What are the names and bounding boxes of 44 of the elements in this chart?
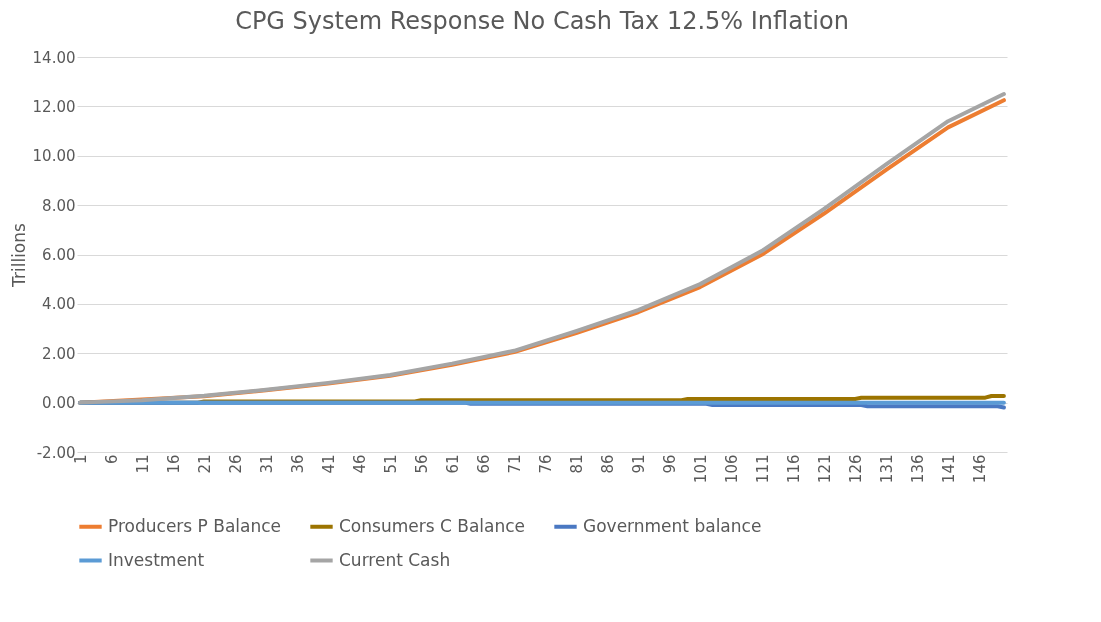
x-tick-label: 26	[226, 454, 245, 474]
x-tick-label: 51	[381, 454, 400, 474]
x-tick-label: 141	[939, 454, 958, 484]
x-tick-label: 101	[691, 454, 710, 484]
chart-title: CPG System Response No Cash Tax 12.5% Inflation	[235, 7, 849, 35]
x-tick-label: 116	[784, 454, 803, 484]
x-tick-label: 91	[629, 454, 648, 474]
y-tick-label: 12.00	[32, 97, 76, 116]
x-tick-label: 131	[877, 454, 896, 484]
x-tick-label: 106	[722, 454, 741, 484]
legend-label: Producers P Balance	[108, 515, 282, 536]
legend-label: Government balance	[583, 515, 762, 536]
y-tick-label: 0.00	[42, 394, 76, 413]
x-tick-label: 61	[443, 454, 462, 474]
legend-label: Current Cash	[339, 549, 451, 570]
x-tick-label: 6	[102, 454, 121, 465]
y-tick-label: 8.00	[42, 196, 76, 215]
x-tick-label: 21	[195, 454, 214, 474]
x-tick-label: 31	[257, 454, 276, 474]
legend-label: Investment	[108, 549, 205, 570]
x-tick-label: 111	[753, 454, 772, 484]
x-tick-label: 71	[505, 454, 524, 474]
x-tick-label: 46	[350, 454, 369, 474]
x-tick-label: 81	[567, 454, 586, 474]
x-tick-label: 36	[288, 454, 307, 474]
y-tick-label: 6.00	[42, 246, 76, 264]
x-tick-label: 96	[660, 454, 679, 474]
x-tick-label: 76	[536, 454, 555, 474]
x-tick-label: 146	[970, 454, 989, 484]
legend-label: Consumers C Balance	[339, 515, 526, 536]
x-tick-label: 126	[846, 454, 865, 484]
x-tick-label: 56	[412, 454, 431, 474]
x-tick-label: 121	[815, 454, 834, 484]
y-tick-label: 4.00	[42, 295, 76, 314]
x-tick-label: 86	[598, 454, 617, 474]
y-tick-label: 2.00	[42, 344, 76, 363]
x-tick-label: 136	[908, 454, 927, 484]
x-tick-label: 16	[164, 454, 183, 474]
y-tick-label: 10.00	[32, 147, 76, 166]
x-tick-label: 66	[474, 454, 493, 474]
y-tick-label: 14.00	[32, 48, 76, 67]
y-axis-title: Trillions	[8, 222, 29, 288]
x-tick-label: 11	[133, 454, 152, 474]
x-tick-label: 41	[319, 454, 338, 474]
